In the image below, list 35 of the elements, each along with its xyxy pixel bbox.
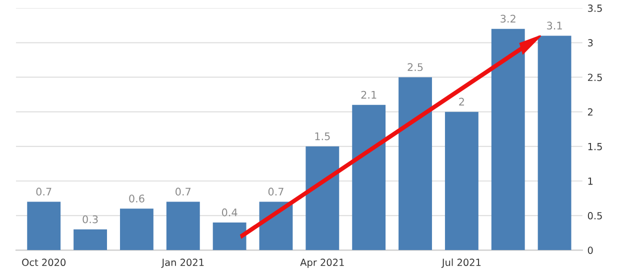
data-label: 1.5 bbox=[315, 132, 330, 140]
bar bbox=[398, 77, 432, 250]
bar bbox=[120, 208, 154, 250]
bar bbox=[444, 112, 478, 250]
data-label: 0.3 bbox=[82, 215, 98, 224]
data-label: 0.6 bbox=[129, 194, 144, 202]
x-tick-label: Apr 2021 bbox=[300, 258, 344, 268]
y-tick-label: 2 bbox=[588, 108, 592, 116]
bar bbox=[538, 36, 572, 250]
y-tick-label: 3.5 bbox=[588, 4, 602, 12]
data-label: 3.1 bbox=[547, 22, 562, 30]
y-tick-label: 3 bbox=[588, 39, 593, 46]
data-label: 0.7 bbox=[36, 188, 52, 196]
bar bbox=[212, 222, 246, 250]
data-label: 0.7 bbox=[176, 188, 191, 196]
data-label: 0.7 bbox=[268, 188, 284, 196]
bar bbox=[306, 146, 340, 250]
data-label: 2.5 bbox=[408, 63, 423, 72]
y-tick-label: 1 bbox=[588, 178, 593, 185]
data-label: 2.1 bbox=[361, 90, 376, 99]
data-label: 0.4 bbox=[222, 208, 238, 216]
data-label: 3.2 bbox=[500, 14, 516, 23]
data-label: 2 bbox=[459, 98, 464, 106]
bar bbox=[74, 229, 107, 250]
x-tick-label: Jan 2021 bbox=[161, 258, 204, 268]
bar bbox=[491, 28, 525, 250]
y-tick-label: 0 bbox=[588, 246, 593, 254]
y-tick-label: 1.5 bbox=[588, 143, 602, 150]
x-tick-label: Oct 2020 bbox=[22, 258, 66, 266]
bar bbox=[27, 202, 61, 250]
y-tick-label: 2.5 bbox=[588, 74, 602, 82]
bar bbox=[166, 202, 200, 250]
bar bbox=[352, 104, 386, 250]
y-tick-label: 0.5 bbox=[588, 212, 602, 220]
x-tick-label: Jul 2021 bbox=[441, 258, 481, 268]
